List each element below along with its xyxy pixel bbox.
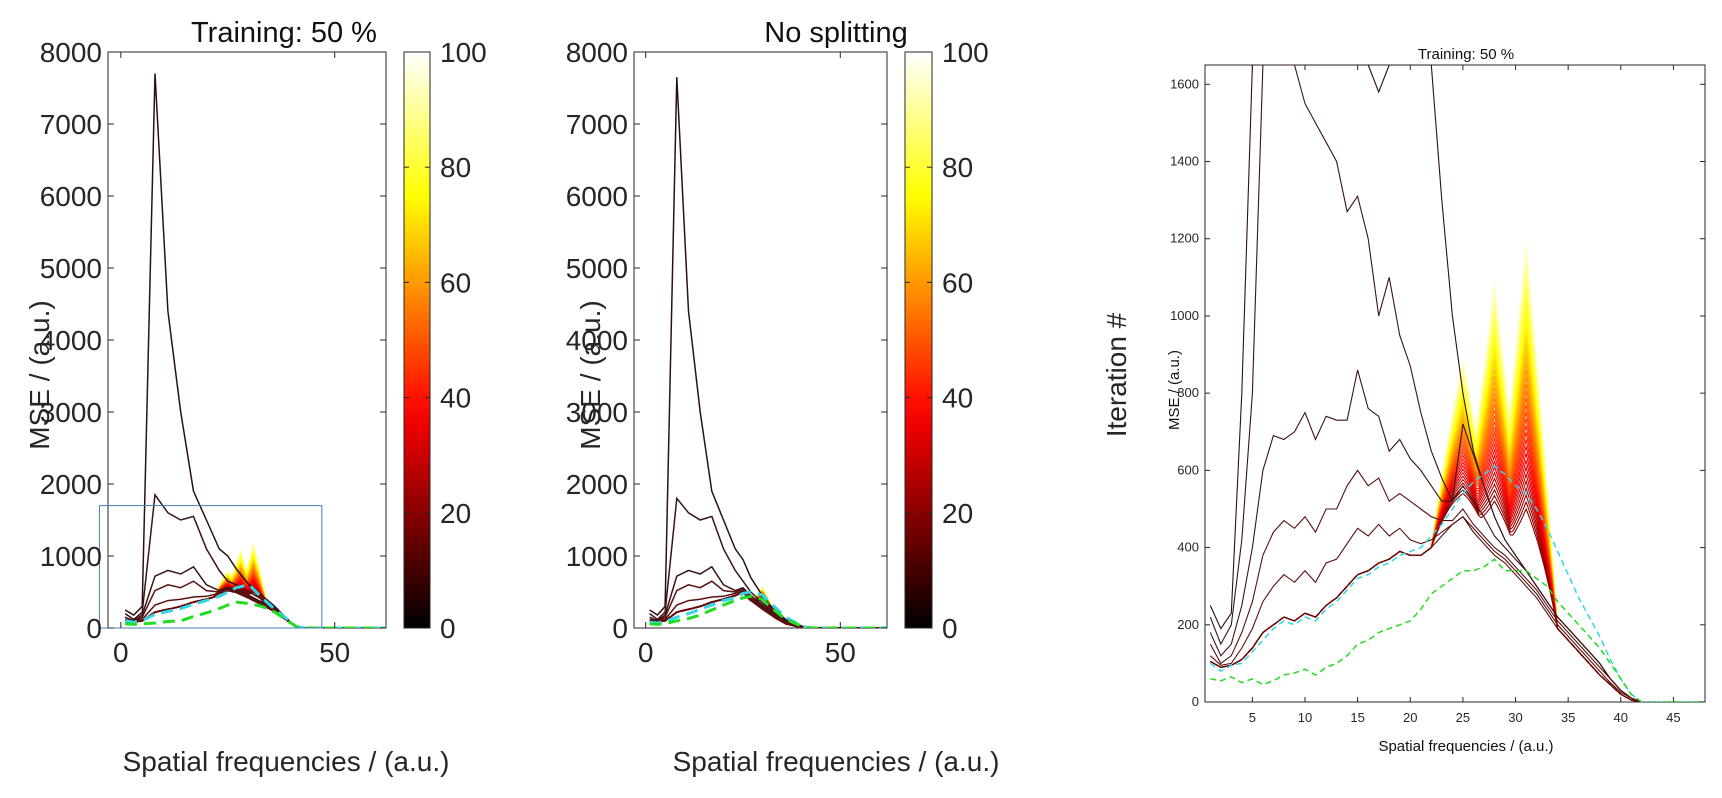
y-tick-label: 1000 (566, 541, 628, 572)
y-tick-label: 7000 (40, 109, 102, 140)
y-tick-label: 7000 (566, 109, 628, 140)
iteration-line (1209, 469, 1705, 702)
y-tick-label: 5000 (40, 253, 102, 284)
x-tick-label: 0 (113, 637, 129, 668)
axes-box (1204, 64, 1706, 703)
x-tick-label: 0 (638, 637, 654, 668)
colorbar-tick-label: 40 (942, 383, 973, 414)
y-tick-label: 4000 (40, 325, 102, 356)
x-axis-label: Spatial frequencies / (a.u.) (123, 746, 450, 777)
y-tick-label: 800 (1177, 385, 1199, 400)
x-tick-label: 15 (1350, 710, 1364, 725)
colorbar-tick-label: 100 (942, 37, 989, 68)
colorbar-gradient (904, 51, 933, 629)
y-tick-label: 3000 (566, 397, 628, 428)
x-axis-label: Spatial frequencies / (a.u.) (1378, 738, 1553, 755)
y-tick-label: 1000 (1170, 308, 1199, 323)
colorbar-tick-label: 0 (942, 613, 958, 644)
y-axis-label: MSE / (a.u.) (575, 300, 606, 449)
y-tick-label: 5000 (566, 253, 628, 284)
y-tick-label: 4000 (566, 325, 628, 356)
x-tick-label: 20 (1403, 710, 1417, 725)
colorbar-gradient (403, 51, 431, 629)
x-tick-label: 30 (1508, 710, 1522, 725)
x-tick-label: 50 (319, 637, 350, 668)
plot-area: 0 1000 2000 3000 4000 5000 6000 7000 8000 0 50 (40, 37, 387, 668)
colorbar-tick-label: 40 (440, 383, 471, 414)
colorbar: 0 20 40 60 80 100 (403, 37, 487, 644)
axes-box (107, 51, 387, 629)
y-tick-label: 0 (612, 613, 628, 644)
colorbar-tick-label: 60 (942, 267, 973, 298)
y-tick-label: 1400 (1170, 154, 1199, 169)
y-tick-label: 600 (1177, 462, 1199, 477)
y-tick-label: 0 (1192, 694, 1199, 709)
colorbar-label: Iteration # (1101, 312, 1132, 437)
axes-box (633, 51, 888, 629)
colorbar-tick-label: 20 (942, 498, 973, 529)
colorbar: 0 20 40 60 80 100 (904, 37, 989, 644)
plot-area: 0 200 400 600 800 1000 1200 1400 1600 5 10 15 20 25 30… (1170, 64, 1706, 725)
y-tick-label: 3000 (40, 397, 102, 428)
panel-left: Training: 50 % 0100020003000400050006000… (24, 17, 487, 777)
reference-line (649, 594, 887, 628)
iteration-line (1210, 515, 1705, 702)
x-tick-label: 45 (1666, 710, 1680, 725)
x-tick-label: 5 (1249, 710, 1256, 725)
y-tick-label: 2000 (40, 469, 102, 500)
colorbar-tick-label: 80 (942, 152, 973, 183)
reference-line (1209, 465, 1705, 702)
y-tick-label: 1200 (1170, 231, 1199, 246)
y-tick-label: 8000 (566, 37, 628, 68)
chart-title: Training: 50 % (191, 17, 377, 49)
series-group (649, 77, 887, 628)
x-tick-label: 50 (825, 637, 856, 668)
panel-middle: No splitting 010002000300040005000600070… (566, 17, 1132, 777)
chart-title: Training: 50 % (1418, 46, 1514, 63)
x-tick-label: 40 (1614, 710, 1628, 725)
reference-line (1210, 558, 1705, 702)
y-tick-label: 1000 (40, 541, 102, 572)
y-tick-label: 6000 (566, 181, 628, 212)
colorbar-tick-label: 0 (440, 613, 456, 644)
panel-right: Training: 50 % 0 200 400 600 800 1000 1200 1400… (1166, 46, 1706, 755)
y-tick-label: 6000 (40, 181, 102, 212)
y-tick-label: 8000 (40, 37, 102, 68)
chart-title: No splitting (764, 17, 907, 49)
series-group (1209, 65, 1705, 702)
zoom-box (98, 505, 323, 629)
y-tick-label: 400 (1177, 540, 1199, 555)
colorbar-tick-label: 80 (440, 152, 471, 183)
y-tick-label: 1600 (1170, 76, 1199, 91)
y-axis-label: MSE / (a.u.) (1166, 350, 1183, 430)
y-tick-label: 200 (1177, 617, 1199, 632)
colorbar-tick-label: 20 (440, 498, 471, 529)
y-axis-label: MSE / (a.u.) (24, 300, 55, 449)
x-tick-label: 25 (1456, 710, 1470, 725)
colorbar-tick-label: 100 (440, 37, 487, 68)
x-tick-label: 35 (1561, 710, 1575, 725)
x-tick-label: 10 (1298, 710, 1312, 725)
colorbar-tick-label: 60 (440, 267, 471, 298)
plot-area: 0 1000 2000 3000 4000 5000 6000 7000 8000 0 50 (566, 37, 888, 668)
y-tick-label: 2000 (566, 469, 628, 500)
x-axis-label: Spatial frequencies / (a.u.) (673, 746, 1000, 777)
y-tick-label: 0 (86, 613, 102, 644)
